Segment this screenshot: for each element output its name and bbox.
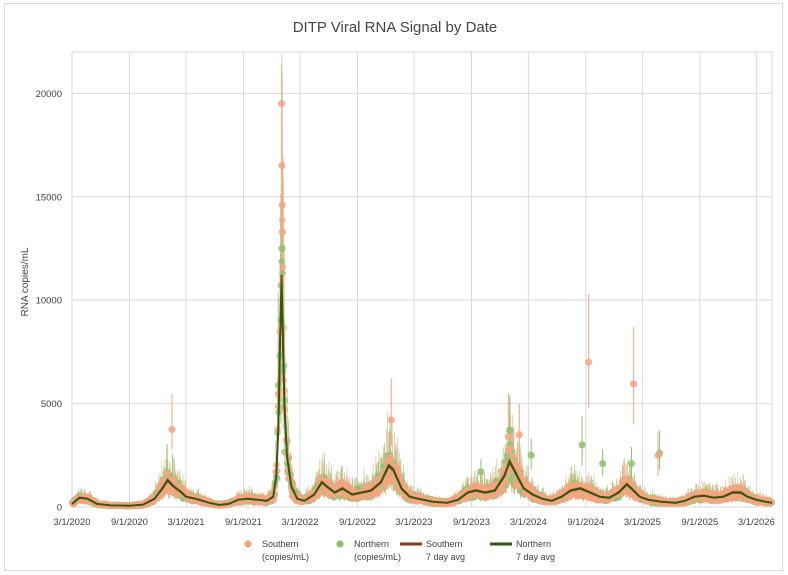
legend-marker-circle [336,540,344,548]
southern-point [499,484,506,492]
x-tick-label: 9/1/2025 [681,517,718,528]
legend-label: (copies/mL) [354,552,401,562]
seven-day-averages [71,274,773,507]
x-tick-label: 3/1/2020 [54,517,91,528]
grid [71,51,773,508]
northern-point [279,270,286,277]
x-tick-labels: 3/1/2020 9/1/2020 3/1/2021 9/1/2021 3/1/2022… [54,517,775,528]
chart-svg: DITP Viral RNA Signal by Date RNA copies… [20,19,776,562]
x-tick-label: 3/1/2025 [624,517,661,528]
southern-7day-avg-line [71,274,773,507]
y-tick-labels: 0 5000 10000 15000 20000 [36,89,62,514]
northern-outlier-point [578,441,586,449]
southern-outlier-point [387,416,395,424]
southern-point [515,466,523,473]
x-tick-label: 3/1/2022 [282,517,319,528]
y-tick-label: 10000 [36,296,62,307]
y-tick-label: 15000 [36,192,62,203]
southern-point [394,466,401,474]
northern-outlier-point [506,426,514,435]
x-tick-label: 9/1/2024 [567,517,604,528]
chart-title: DITP Viral RNA Signal by Date [293,19,498,36]
y-tick-label: 0 [57,503,62,514]
southern-point [278,217,286,224]
legend-label: Northern [516,539,551,549]
legend-label: 7 day avg [516,552,555,562]
southern-point [400,481,407,488]
legend-marker-circle [244,540,252,548]
southern-outlier-point [278,162,286,170]
southern-point [507,444,514,452]
southern-point [171,475,178,482]
northern-outlier-point [627,459,636,468]
southern-point [387,453,394,461]
southern-point [316,489,324,496]
northern-outlier-point [278,244,286,253]
southern-point [388,460,396,467]
southern-point [279,263,287,271]
southern-outlier-point [504,433,512,441]
southern-outlier-point [277,100,286,108]
southern-outlier-point [654,451,662,459]
northern-outlier-point [527,451,535,459]
x-tick-label: 9/1/2023 [453,517,490,528]
southern-point [509,453,516,460]
y-tick-label: 20000 [36,89,62,100]
southern-outlier-point [168,425,176,434]
chart-frame: DITP Viral RNA Signal by Date RNA copies… [4,3,783,571]
legend-label: (copies/mL) [262,552,309,562]
legend: Southern (copies/mL) Northern (copies/mL) So… [244,539,555,562]
southern-point [164,471,171,479]
southern-points [69,100,776,510]
y-axis-label: RNA copies/mL [20,247,31,316]
southern-point [630,481,638,489]
southern-point [325,478,333,485]
x-tick-label: 3/1/2023 [396,517,433,528]
southern-outlier-point [278,228,287,236]
x-tick-label: 3/1/2021 [168,517,205,528]
x-tick-label: 9/1/2022 [339,517,376,528]
northern-outlier-point [599,459,607,468]
error-bars [71,54,773,507]
legend-label: Southern [426,539,463,549]
southern-point [284,437,291,445]
x-tick-label: 3/1/2024 [510,517,547,528]
x-tick-label: 3/1/2026 [738,517,775,528]
southern-point [376,486,383,494]
southern-outlier-point [630,380,638,388]
x-tick-label: 9/1/2020 [111,517,148,528]
legend-label: Northern [354,539,389,549]
southern-outlier-point [585,358,593,366]
northern-7day-avg-line [71,284,773,507]
southern-point [503,478,510,486]
southern-outlier-point [515,431,523,439]
legend-label: Southern [262,539,299,549]
southern-outlier-point [278,201,286,209]
legend-label: 7 day avg [426,552,465,562]
northern-outlier-point [477,468,485,476]
x-tick-label: 9/1/2021 [225,517,262,528]
northern-point [278,258,286,265]
y-tick-label: 5000 [41,399,62,410]
northern-point [274,382,282,389]
